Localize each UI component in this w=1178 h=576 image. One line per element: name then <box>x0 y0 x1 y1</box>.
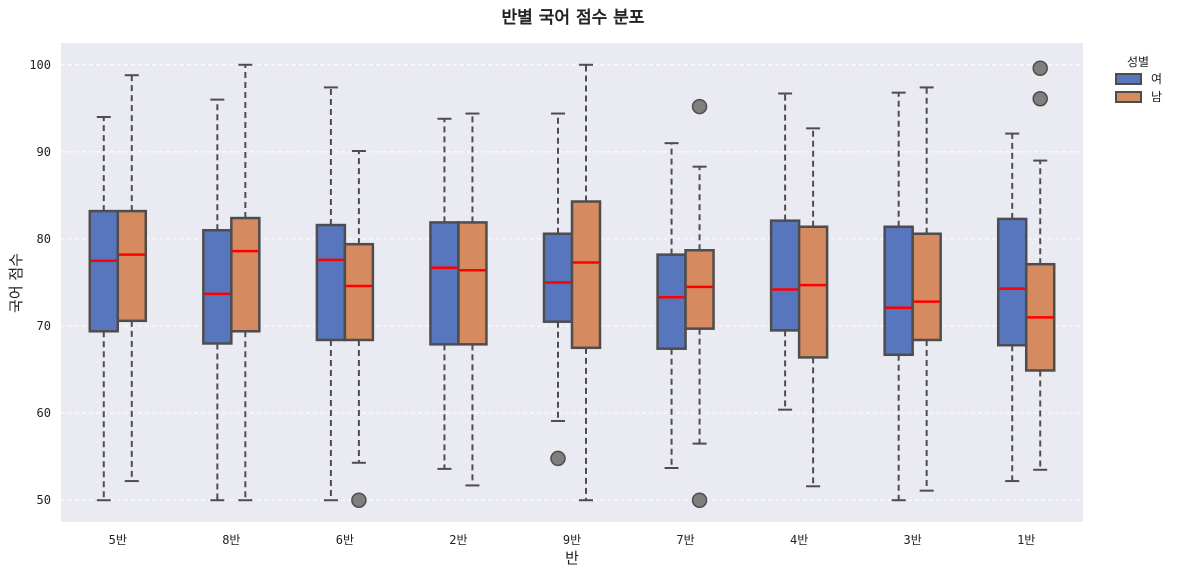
box-group <box>570 63 602 502</box>
outlier-point <box>1032 60 1048 77</box>
y-axis-label: 국어 점수 <box>7 253 25 313</box>
x-tick-label: 7반 <box>676 533 694 547</box>
x-tick-label: 4반 <box>790 533 808 547</box>
y-tick-label: 50 <box>37 493 51 507</box>
x-tick-label: 1반 <box>1017 533 1035 547</box>
box-iqr <box>315 223 347 342</box>
box-iqr <box>429 221 460 346</box>
x-tick-label: 9반 <box>563 533 581 547</box>
outlier-point <box>1032 90 1048 107</box>
y-tick-label: 80 <box>37 232 51 246</box>
x-tick-label: 5반 <box>109 533 127 547</box>
box-group <box>656 142 687 470</box>
chart-title: 반별 국어 점수 분포 <box>502 8 645 28</box>
box-group <box>684 98 715 508</box>
box-iqr <box>457 221 488 346</box>
x-axis-label: 반 <box>565 549 579 567</box>
legend: 성별 여 남 <box>1115 55 1162 104</box>
box-group <box>1024 60 1056 471</box>
y-tick-label: 60 <box>37 406 51 420</box>
box-group <box>88 116 120 502</box>
legend-label-male: 남 <box>1151 90 1162 104</box>
box-iqr <box>570 200 602 350</box>
box-iqr <box>769 219 801 332</box>
box-group <box>315 86 347 502</box>
box-iqr <box>684 249 715 330</box>
box-iqr <box>116 209 148 323</box>
box-iqr <box>202 228 233 345</box>
legend-swatch-male <box>1115 91 1142 103</box>
box-iqr <box>88 209 120 333</box>
box-group <box>542 112 574 467</box>
x-tick-label: 3반 <box>904 533 922 547</box>
legend-label-female: 여 <box>1151 72 1162 86</box>
box-iqr <box>542 232 574 323</box>
y-tick-label: 90 <box>37 145 51 159</box>
box-group <box>202 98 233 502</box>
y-tick-label: 100 <box>29 58 51 72</box>
box-group <box>457 112 488 487</box>
box-group <box>797 127 829 488</box>
outlier-point <box>691 492 708 508</box>
outlier-point <box>550 450 566 467</box>
x-tick-label: 8반 <box>222 533 240 547</box>
boxes <box>88 60 1056 508</box>
box-iqr <box>343 242 375 342</box>
legend-title: 성별 <box>1127 55 1149 69</box>
outlier-point <box>351 492 367 508</box>
box-iqr <box>883 225 914 357</box>
box-iqr <box>230 216 261 333</box>
x-tick-label: 6반 <box>336 533 354 547</box>
box-iqr <box>797 225 829 359</box>
box-group <box>230 63 261 502</box>
box-group <box>429 117 460 470</box>
box-iqr <box>911 232 942 342</box>
legend-swatch-female <box>1115 73 1142 85</box>
outlier-point <box>691 98 708 115</box>
box-iqr <box>656 253 687 350</box>
box-group <box>343 149 375 508</box>
y-tick-label: 70 <box>37 319 51 333</box>
y-axis-ticks: 50 60 70 80 90 100 <box>29 58 51 507</box>
box-group <box>116 74 148 483</box>
box-iqr <box>996 217 1028 347</box>
x-tick-label: 2반 <box>449 533 467 547</box>
box-group <box>911 86 942 492</box>
x-axis-ticks: 5반 8반 6반 2반 9반 7반 4반 3반 1반 <box>109 533 1036 547</box>
